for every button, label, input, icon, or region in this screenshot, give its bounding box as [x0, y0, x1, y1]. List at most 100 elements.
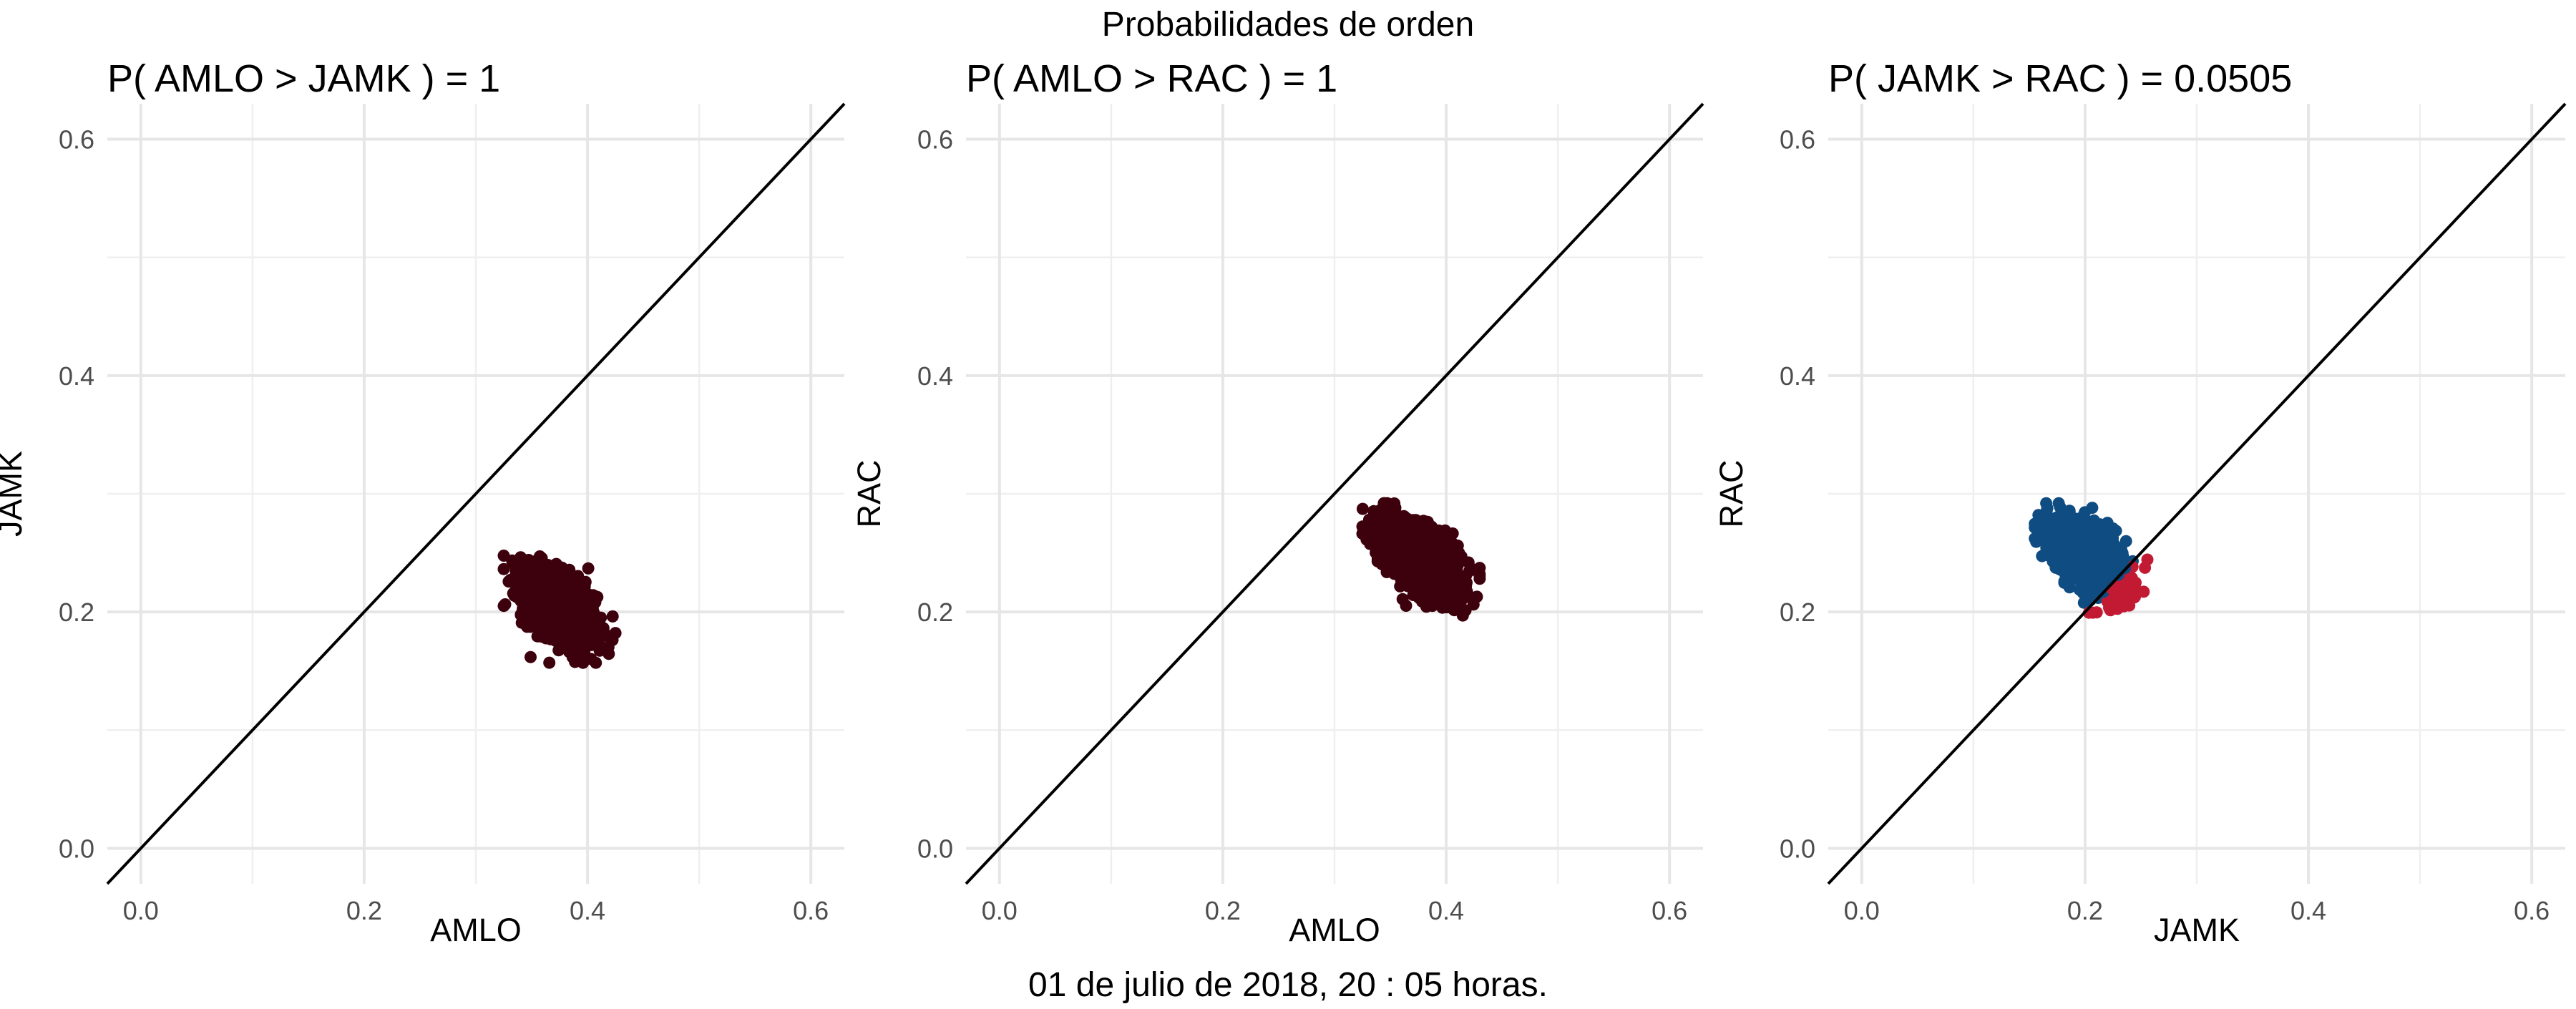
- scatter-point: [1396, 593, 1409, 605]
- scatter-point: [532, 589, 545, 601]
- scatter-point: [1396, 522, 1409, 535]
- scatter-point: [1374, 516, 1387, 529]
- scatter-point: [543, 586, 555, 599]
- x-tick-label: 0.0: [123, 896, 159, 925]
- x-axis-title: AMLO: [1289, 912, 1380, 948]
- y-axis-title: JAMK: [0, 451, 29, 537]
- panels: 0.0 0.2 0.4 0.6 0.0 0.2 0.4 0.6 P( AMLO > JAMK )…: [0, 57, 2567, 948]
- chart-panel-3: 0.0 0.2 0.4 0.6 0.0 0.2 0.4 0.6 P( JAMK > RAC ) …: [1713, 57, 2567, 948]
- scatter-point: [1456, 609, 1469, 622]
- scatter-point: [523, 618, 536, 631]
- scatter-point: [520, 608, 533, 621]
- scatter-point: [1460, 580, 1473, 593]
- y-tick-label: 0.4: [917, 361, 953, 391]
- y-tick-label: 0.0: [1780, 834, 1815, 863]
- panel-title: P( AMLO > JAMK ) = 1: [107, 57, 500, 100]
- scatter-point: [2052, 497, 2065, 510]
- scatter-point: [556, 592, 569, 604]
- scatter-point: [590, 633, 603, 646]
- scatter-point: [540, 624, 552, 637]
- scatter-point: [1432, 586, 1445, 599]
- scatter-point: [564, 638, 577, 650]
- scatter-point: [497, 562, 510, 575]
- y-tick-label: 0.2: [1780, 598, 1815, 627]
- scatter-point: [1420, 590, 1433, 603]
- scatter-point: [590, 656, 602, 669]
- scatter-point: [1473, 562, 1486, 575]
- x-tick-label: 0.6: [1652, 896, 1687, 925]
- y-tick-label: 0.6: [59, 125, 94, 155]
- y-axis-title: RAC: [1713, 459, 1750, 527]
- x-tick-label: 0.0: [1844, 896, 1880, 925]
- scatter-point: [579, 575, 592, 588]
- scatter-point: [548, 569, 561, 582]
- scatter-point: [522, 579, 535, 592]
- scatter-point: [1410, 559, 1423, 572]
- scatter-points: [497, 550, 622, 669]
- y-tick-label: 0.6: [917, 125, 953, 155]
- panel-title: P( AMLO > RAC ) = 1: [966, 57, 1337, 100]
- scatter-point: [584, 610, 597, 622]
- scatter-point: [575, 586, 588, 599]
- scatter-point: [1377, 499, 1390, 512]
- chart-panel-2: 0.0 0.2 0.4 0.6 0.0 0.2 0.4 0.6 P( AMLO > RAC ) …: [851, 57, 1704, 948]
- scatter-point: [562, 567, 575, 580]
- scatter-point: [1378, 543, 1390, 556]
- scatter-point: [1425, 570, 1438, 583]
- scatter-point: [535, 563, 547, 576]
- scatter-point: [1407, 546, 1420, 559]
- scatter-points: [1356, 497, 1486, 622]
- scatter-point: [1392, 550, 1405, 563]
- x-tick-label: 0.4: [1428, 896, 1464, 925]
- x-tick-label: 0.6: [793, 896, 829, 925]
- scatter-point: [1443, 574, 1456, 587]
- scatter-point: [573, 598, 586, 610]
- scatter-point: [552, 580, 565, 593]
- x-axis-title: JAMK: [2154, 912, 2240, 948]
- x-tick-label: 0.0: [982, 896, 1018, 925]
- x-tick-label: 0.2: [1205, 896, 1241, 925]
- scatter-point: [547, 606, 560, 619]
- y-tick-label: 0.4: [1780, 361, 1815, 391]
- scatter-point: [535, 552, 548, 565]
- scatter-point: [499, 598, 512, 610]
- scatter-point: [497, 550, 510, 562]
- y-tick-label: 0.2: [917, 598, 953, 627]
- scatter-point: [1370, 529, 1382, 542]
- scatter-point: [552, 623, 565, 635]
- scatter-point: [606, 610, 619, 623]
- y-tick-label: 0.0: [59, 834, 94, 863]
- panel-title: P( JAMK > RAC ) = 0.0505: [1828, 57, 2292, 100]
- reference-line: [106, 102, 846, 885]
- x-tick-label: 0.2: [346, 896, 382, 925]
- scatter-point: [1382, 527, 1395, 540]
- y-tick-label: 0.4: [59, 361, 94, 391]
- scatter-point: [582, 619, 595, 631]
- y-axis-title: RAC: [851, 459, 887, 527]
- scatter-point: [564, 625, 577, 638]
- x-tick-label: 0.4: [2290, 896, 2326, 925]
- scatter-point: [582, 562, 595, 575]
- scatter-point: [525, 650, 537, 663]
- x-axis-title: AMLO: [430, 912, 522, 948]
- scatter-point: [580, 638, 593, 651]
- scatter-point: [1438, 545, 1451, 557]
- y-tick-label: 0.6: [1780, 125, 1815, 155]
- scatter-point: [1356, 502, 1369, 515]
- x-tick-label: 0.2: [2067, 896, 2103, 925]
- y-tick-label: 0.0: [917, 834, 953, 863]
- scatter-point: [523, 560, 536, 573]
- scatter-point: [1356, 527, 1369, 540]
- x-tick-label: 0.4: [570, 896, 605, 925]
- scatter-point: [543, 656, 556, 669]
- scatter-point: [563, 607, 576, 620]
- x-tick-label: 0.6: [2514, 896, 2550, 925]
- scatter-point: [538, 611, 550, 624]
- y-tick-label: 0.2: [59, 598, 94, 627]
- figure-title: Probabilidades de orden: [1102, 6, 1474, 44]
- chart-panel-1: 0.0 0.2 0.4 0.6 0.0 0.2 0.4 0.6 P( AMLO > JAMK )…: [0, 57, 846, 948]
- scatter-point: [541, 597, 554, 610]
- figure-caption: 01 de julio de 2018, 20 : 05 horas.: [1028, 966, 1548, 1004]
